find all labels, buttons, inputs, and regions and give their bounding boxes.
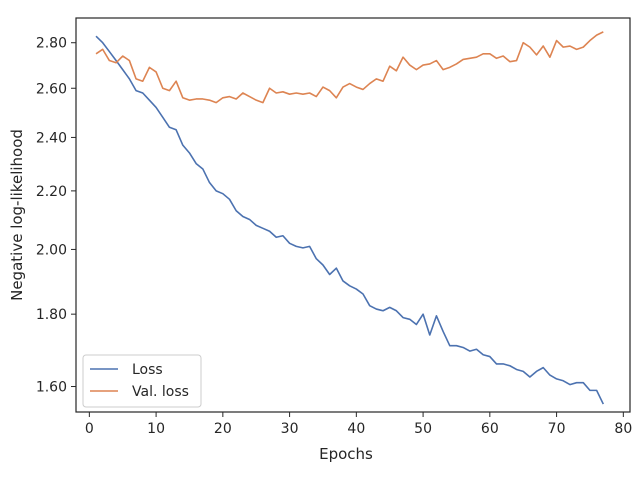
y-tick-label: 1.80: [36, 307, 67, 323]
y-tick-label: 2.00: [36, 242, 67, 258]
y-tick-label: 1.60: [36, 380, 67, 396]
x-tick-label: 80: [614, 421, 632, 437]
x-tick-label: 30: [281, 421, 299, 437]
y-axis: 1.60 1.80 2.00 2.20 2.40 2.60 2.80: [36, 36, 76, 396]
legend-box: [82, 354, 202, 408]
legend-label-val-loss: Val. loss: [132, 384, 189, 400]
x-tick-label: 60: [481, 421, 499, 437]
x-tick-label: 40: [347, 421, 365, 437]
x-axis: 0 10 20 30 40 50 60 70 80: [85, 412, 632, 437]
x-tick-label: 20: [214, 421, 232, 437]
x-axis-title: Epochs: [319, 445, 373, 463]
legend: Loss Val. loss: [82, 354, 202, 408]
series-line-val-loss: [95, 31, 604, 104]
y-tick-label: 2.20: [36, 184, 67, 200]
series-layer: [95, 31, 605, 405]
x-tick-label: 70: [548, 421, 566, 437]
y-axis-title: Negative log-likelihood: [8, 129, 26, 301]
y-tick-label: 2.60: [36, 81, 67, 97]
y-tick-label: 2.40: [36, 130, 67, 146]
plot-frame: [75, 17, 631, 413]
series-line-loss: [95, 35, 605, 405]
y-tick-label: 2.80: [36, 36, 67, 52]
legend-label-loss: Loss: [132, 362, 163, 378]
x-tick-label: 50: [414, 421, 432, 437]
x-tick-label: 0: [85, 421, 94, 437]
x-tick-label: 10: [147, 421, 165, 437]
